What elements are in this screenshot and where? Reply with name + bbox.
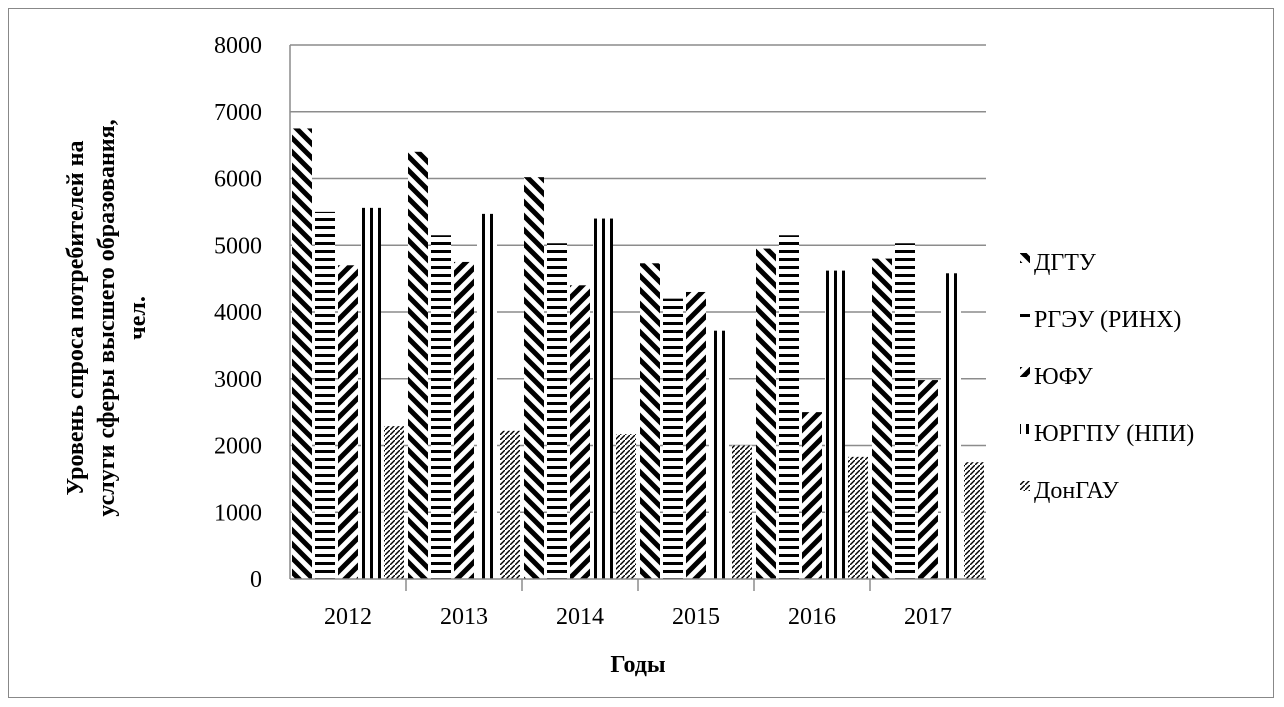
bar-2014-3 <box>570 285 590 579</box>
bar-2014-5 <box>616 434 636 579</box>
y-tick-label: 6000 <box>214 167 262 193</box>
legend-swatch <box>1020 367 1030 377</box>
legend-swatch <box>1020 481 1030 491</box>
bar-2017-3 <box>918 380 938 579</box>
bar-2012-1 <box>292 128 312 579</box>
gridlines <box>290 44 986 513</box>
bar-2014-1 <box>524 177 544 580</box>
bar-2013-5 <box>500 430 520 579</box>
y-tick-label: 7000 <box>214 100 262 126</box>
bar-2017-2 <box>895 243 915 579</box>
bar-2016-1 <box>756 248 776 579</box>
x-tick-label: 2015 <box>672 604 720 630</box>
x-axis-title: Годы <box>610 652 666 678</box>
bar-2013-4 <box>477 213 497 579</box>
legend-label: ЮФУ <box>1034 364 1093 390</box>
axes <box>289 45 986 591</box>
bar-2013-1 <box>408 151 428 580</box>
bar-2016-5 <box>848 456 868 579</box>
legend-label: ДонГАУ <box>1034 478 1119 504</box>
bar-2016-3 <box>802 412 822 579</box>
bar-2016-2 <box>779 235 799 580</box>
y-axis-title-line: чел. <box>125 296 151 340</box>
bar-2017-1 <box>872 258 892 579</box>
y-tick-label: 5000 <box>214 233 262 259</box>
legend-swatch <box>1020 424 1030 434</box>
bar-2017-5 <box>964 462 984 579</box>
x-tick-label: 2014 <box>556 604 604 630</box>
bar-2013-2 <box>431 235 451 580</box>
bar-2015-1 <box>640 263 660 579</box>
legend-label: ДГТУ <box>1034 250 1096 276</box>
bar-2017-4 <box>941 273 961 579</box>
legend-label: РГЭУ (РИНХ) <box>1034 307 1181 333</box>
legend-swatch <box>1020 310 1030 320</box>
bar-2015-4 <box>709 330 729 579</box>
y-tick-labels: 0 1000 2000 3000 4000 5000 6000 7000 8000 <box>214 33 262 593</box>
bar-2016-4 <box>825 270 845 579</box>
bar-2015-2 <box>663 298 683 579</box>
x-tick-label: 2013 <box>440 604 488 630</box>
bar-2014-2 <box>547 243 567 579</box>
x-tick-label: 2017 <box>904 604 952 630</box>
bar-2012-3 <box>338 265 358 579</box>
bar-2012-4 <box>361 207 381 579</box>
y-tick-label: 2000 <box>214 434 262 460</box>
y-tick-label: 3000 <box>214 367 262 393</box>
y-axis-title-line: услуги сферы высшего образования, <box>94 119 120 516</box>
legend-label: ЮРГПУ (НПИ) <box>1034 421 1194 447</box>
x-tick-label: 2016 <box>788 604 836 630</box>
y-axis-title-line: Уровень спроса потребителей на <box>63 141 89 496</box>
bar-2014-4 <box>593 218 613 580</box>
y-axis-title: Уровень спроса потребителей на услуги сфе… <box>63 119 151 516</box>
x-tick-label: 2012 <box>324 604 372 630</box>
bar-2015-3 <box>686 291 706 579</box>
y-tick-label: 1000 <box>214 500 262 526</box>
bars <box>292 128 984 580</box>
y-tick-label: 0 <box>250 567 262 593</box>
y-tick-label: 8000 <box>214 33 262 59</box>
bar-2012-5 <box>384 426 404 579</box>
y-tick-label: 4000 <box>214 300 262 326</box>
legend-swatch <box>1020 253 1030 263</box>
bar-2013-3 <box>454 261 474 579</box>
legend: ДГТУ РГЭУ (РИНХ) ЮФУ ЮРГПУ (НПИ) ДонГАУ <box>1020 250 1194 504</box>
x-tick-labels: 2012 2013 2014 2015 2016 2017 <box>324 604 952 630</box>
bar-2012-2 <box>315 211 335 579</box>
bar-2015-5 <box>732 445 752 579</box>
